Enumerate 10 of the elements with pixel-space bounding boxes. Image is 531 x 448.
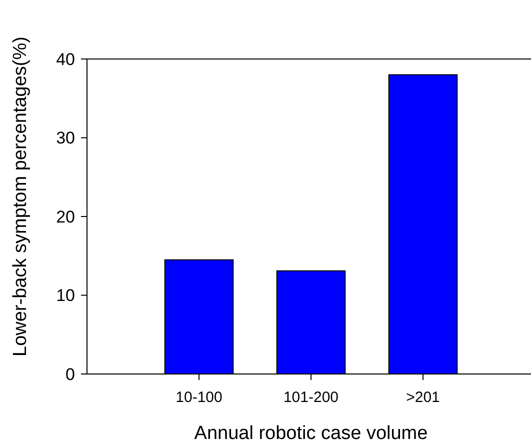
x-tick-label: 101-200 (283, 389, 339, 406)
x-tick-label: 10-100 (176, 389, 222, 406)
y-axis-title: Lower-back symptom percentages(%) (10, 36, 31, 356)
y-tick-label: 20 (56, 207, 75, 226)
x-axis-title: Annual robotic case volume (194, 423, 428, 444)
x-tick-label: >201 (406, 389, 440, 406)
y-tick-label: 10 (56, 286, 75, 306)
y-tick-label: 0 (66, 364, 75, 384)
y-tick-label: 30 (56, 128, 75, 148)
y-tick-label: 40 (56, 50, 75, 69)
